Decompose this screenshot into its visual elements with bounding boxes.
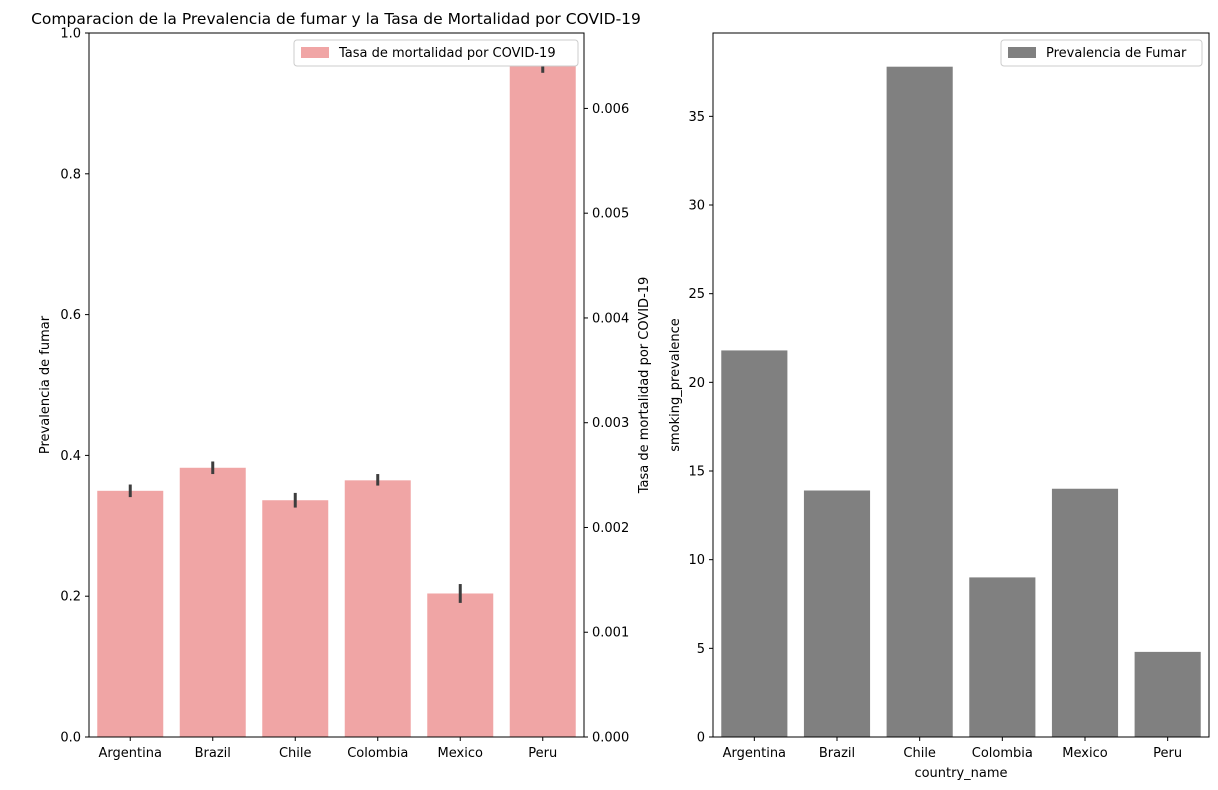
y-tick-label: 35 <box>688 110 705 125</box>
bar <box>969 577 1036 737</box>
y-tick-label: 10 <box>688 553 705 568</box>
y-tick-label: 15 <box>688 465 705 480</box>
bar <box>886 66 953 738</box>
y-tick-label: 30 <box>688 199 705 214</box>
bar <box>427 593 494 737</box>
y-axis-label-right: smoking_prevalence <box>668 318 683 452</box>
x-tick-label: Peru <box>528 746 557 761</box>
x-tick-label: Mexico <box>438 746 483 761</box>
y2-tick-label: 0.000 <box>592 731 629 746</box>
bar <box>509 64 576 737</box>
plot-frame-right <box>712 32 1210 738</box>
legend-swatch <box>1008 47 1036 58</box>
y2-tick-label: 0.004 <box>592 311 629 326</box>
y2-axis-label: Tasa de mortalidad por COVID-19 <box>637 277 652 495</box>
y-tick-label: 0.6 <box>60 308 81 323</box>
smoking-y-axis-ticks: 0 5 10 15 20 25 30 35 <box>688 110 713 746</box>
legend-box <box>1000 39 1203 67</box>
y-axis-label: Prevalencia de fumar <box>38 315 53 454</box>
bar <box>721 350 788 737</box>
x-tick-label: Brazil <box>195 746 231 761</box>
legend-label: Tasa de mortalidad por COVID-19 <box>338 46 556 61</box>
x-tick-label: Argentina <box>723 746 786 761</box>
mortality-bars <box>97 64 576 737</box>
bar <box>344 480 411 737</box>
bar <box>262 500 329 737</box>
chart-title: Comparacion de la Prevalencia de fumar y… <box>31 10 641 28</box>
bar <box>97 490 164 737</box>
right-y-axis-ticks: 0.000 0.001 0.002 0.003 0.004 0.005 0.006 <box>584 102 629 746</box>
x-tick-label: Mexico <box>1062 746 1107 761</box>
y-tick-label: 0.2 <box>60 590 81 605</box>
legend-swatch <box>301 47 329 58</box>
mortality-chart: Comparacion de la Prevalencia de fumar y… <box>31 10 652 761</box>
y-tick-label: 25 <box>688 287 705 302</box>
legend-box <box>293 39 579 67</box>
bar <box>1051 488 1119 737</box>
y-tick-label: 0 <box>697 731 705 746</box>
y-tick-label: 0.8 <box>60 167 81 182</box>
legend-label: Prevalencia de Fumar <box>1046 46 1187 61</box>
y2-tick-label: 0.005 <box>592 207 629 222</box>
x-tick-label: Colombia <box>347 746 408 761</box>
left-x-axis-ticks: Argentina Brazil Chile Colombia Mexico Peru <box>99 737 557 761</box>
left-y-axis-ticks: 0.0 0.2 0.4 0.6 0.8 1.0 <box>60 27 89 746</box>
y-tick-label: 5 <box>697 642 705 657</box>
y-tick-label: 20 <box>688 376 705 391</box>
x-tick-label: Argentina <box>99 746 162 761</box>
smoking-chart: 0 5 10 15 20 25 30 35 Argentina Brazil Chile Colom… <box>668 32 1210 781</box>
x-tick-label: Chile <box>903 746 936 761</box>
y-tick-label: 0.4 <box>60 449 81 464</box>
x-tick-label: Peru <box>1153 746 1182 761</box>
x-axis-label: country_name <box>914 766 1007 781</box>
bar <box>179 467 246 737</box>
y-tick-label: 1.0 <box>60 27 81 42</box>
y2-tick-label: 0.001 <box>592 626 629 641</box>
smoking-x-axis-ticks: Argentina Brazil Chile Colombia Mexico Peru <box>723 737 1182 761</box>
smoking-bars <box>721 66 1201 738</box>
y2-tick-label: 0.006 <box>592 102 629 117</box>
y2-tick-label: 0.002 <box>592 521 629 536</box>
bar <box>1134 651 1201 737</box>
x-tick-label: Colombia <box>972 746 1033 761</box>
y-tick-label: 0.0 <box>60 731 81 746</box>
x-tick-label: Brazil <box>819 746 855 761</box>
x-tick-label: Chile <box>279 746 312 761</box>
y2-tick-label: 0.003 <box>592 416 629 431</box>
legend-right: Prevalencia de Fumar <box>1000 39 1203 67</box>
bar <box>803 490 871 737</box>
plot-frame <box>88 32 585 738</box>
legend: Tasa de mortalidad por COVID-19 <box>293 39 579 67</box>
